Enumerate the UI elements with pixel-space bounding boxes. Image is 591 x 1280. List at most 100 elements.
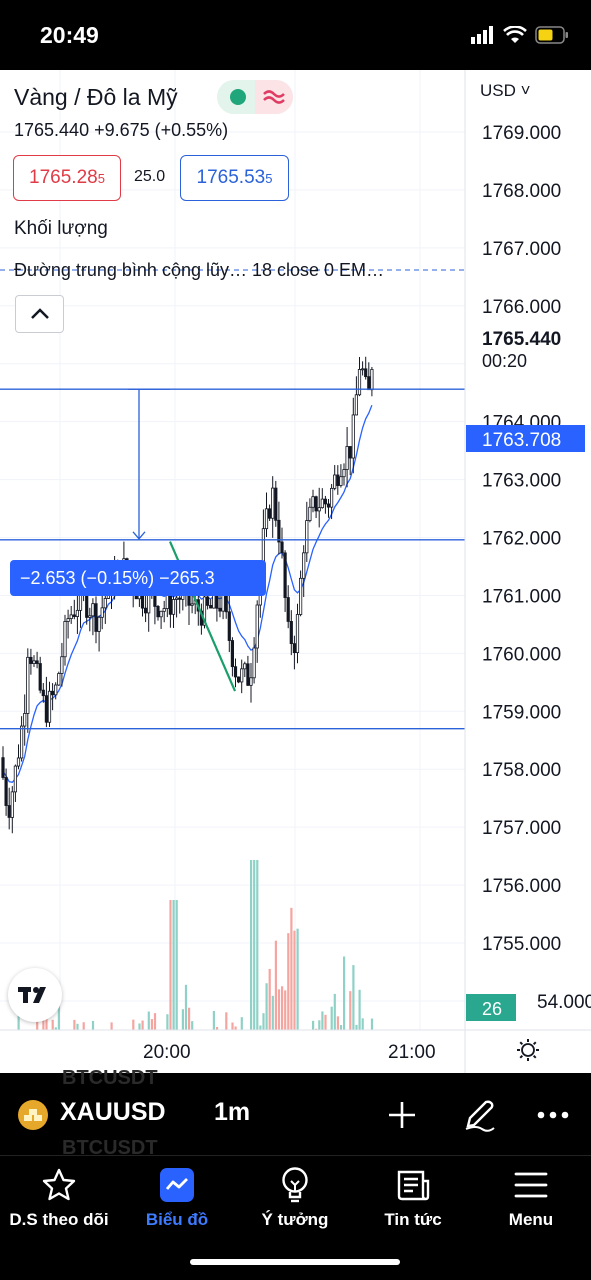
ma-indicator-label[interactable]: Đường trung bình cộng lũy… 18 close 0 EM… (14, 260, 385, 280)
candle-body (289, 621, 293, 645)
candle (13, 764, 17, 802)
market-status[interactable] (217, 80, 293, 114)
candle-body (360, 368, 365, 371)
candle-body (209, 605, 213, 609)
volume-bar (287, 933, 290, 1070)
candle (227, 593, 231, 653)
candle (19, 716, 24, 762)
candle-body (103, 598, 107, 609)
candle (153, 591, 157, 625)
drawing-tools-button[interactable] (459, 1095, 499, 1135)
volume-bar (343, 956, 346, 1070)
candle (51, 683, 55, 711)
ma-price-label-bg (466, 425, 585, 452)
candle-body (75, 609, 79, 617)
candle-body (351, 414, 355, 459)
volume-bar (184, 984, 188, 1070)
candle-body (190, 603, 194, 606)
candle (267, 504, 272, 521)
candle-body (1, 757, 5, 778)
candle-body (51, 690, 55, 696)
volume-bar (250, 860, 253, 1070)
tab-watchlist[interactable]: D.S theo dõi (0, 1156, 118, 1256)
spread: 25.0 (134, 168, 166, 185)
gold-symbol-icon (18, 1100, 48, 1130)
candle (75, 594, 79, 634)
candle-body (88, 615, 92, 618)
candle-body (41, 689, 45, 697)
candle-body (26, 656, 30, 714)
candle-body (72, 614, 76, 617)
tab-news[interactable]: Tin tức (354, 1156, 472, 1256)
chart-area[interactable]: −2.653 (−0.15%) −265.3 USD ˅ 1769.000 1768.… (0, 70, 591, 1073)
candle-body (243, 663, 247, 670)
sell-button[interactable]: 1765.28 5 (13, 155, 121, 201)
add-button[interactable] (382, 1095, 422, 1135)
candle-body (264, 508, 269, 530)
price-tick-label: 1757.000 (482, 818, 561, 839)
candle (72, 599, 76, 620)
tab-watchlist-label: D.S theo dõi (9, 1210, 109, 1229)
candle (97, 615, 101, 652)
delayed-wave-icon (263, 90, 285, 104)
candle-body (69, 614, 73, 619)
candle (69, 605, 73, 624)
tab-menu-label: Menu (508, 1210, 554, 1229)
tab-chart[interactable]: Biểu đồ (118, 1156, 236, 1256)
volume-bar (265, 983, 268, 1070)
ask-price: 1765.53 (196, 167, 266, 188)
tab-ideas[interactable]: Ý tưởng (236, 1156, 354, 1256)
interval-selector[interactable]: 1m (214, 1098, 251, 1126)
candle-body (100, 607, 104, 618)
candle (26, 648, 30, 733)
candle (348, 446, 352, 476)
more-options-button[interactable] (533, 1095, 573, 1135)
measure-label-bg (10, 560, 266, 596)
candle (364, 356, 368, 380)
candle (292, 635, 297, 670)
buy-button[interactable]: 1765.53 5 (180, 155, 289, 201)
volume-bar (253, 860, 256, 1070)
candle-body (66, 618, 70, 622)
price-tick-label: 1762.000 (482, 529, 561, 550)
status-icons (471, 24, 569, 46)
candle (41, 683, 45, 703)
candle-body (317, 507, 321, 512)
gear-tooth (532, 1041, 537, 1046)
candle-body (314, 496, 318, 512)
settings-gear-icon[interactable] (517, 1039, 539, 1061)
volume-indicator-label[interactable]: Khối lượng (14, 218, 108, 239)
candle (35, 651, 39, 669)
candle (317, 487, 321, 528)
candle (302, 545, 306, 598)
price-tick-label: 1767.000 (482, 239, 561, 260)
price-tick-label: 1760.000 (482, 644, 561, 665)
candle (66, 609, 70, 639)
candle-body (298, 577, 303, 615)
candle-body (348, 446, 352, 459)
candle (240, 659, 244, 694)
candle-body (280, 541, 284, 554)
candle-body (23, 713, 27, 727)
candle-body (329, 487, 334, 508)
candle (54, 682, 58, 700)
candle-body (267, 508, 272, 519)
collapse-legend-button[interactable] (15, 295, 64, 333)
candle (342, 463, 346, 486)
candle (320, 488, 324, 509)
symbol-title[interactable]: Vàng / Đô la Mỹ (14, 84, 178, 110)
candle-body (94, 603, 98, 632)
price-chart[interactable]: −2.653 (−0.15%) −265.3 USD ˅ 1769.000 1768.… (0, 70, 591, 1073)
candle-body (345, 446, 349, 470)
candle-body (7, 805, 11, 818)
candle-body (91, 603, 95, 617)
symbol-selector[interactable]: XAUUSD (60, 1098, 166, 1126)
tab-menu[interactable]: Menu (472, 1156, 590, 1256)
bid-price-pip: 5 (97, 170, 105, 186)
candle-body (38, 663, 42, 691)
candle-body (370, 369, 374, 391)
bid-price: 1765.28 (29, 167, 98, 188)
candle-body (10, 791, 14, 818)
currency-selector[interactable]: USD ˅ (480, 81, 531, 100)
price-tick-label: 1761.000 (482, 586, 561, 607)
